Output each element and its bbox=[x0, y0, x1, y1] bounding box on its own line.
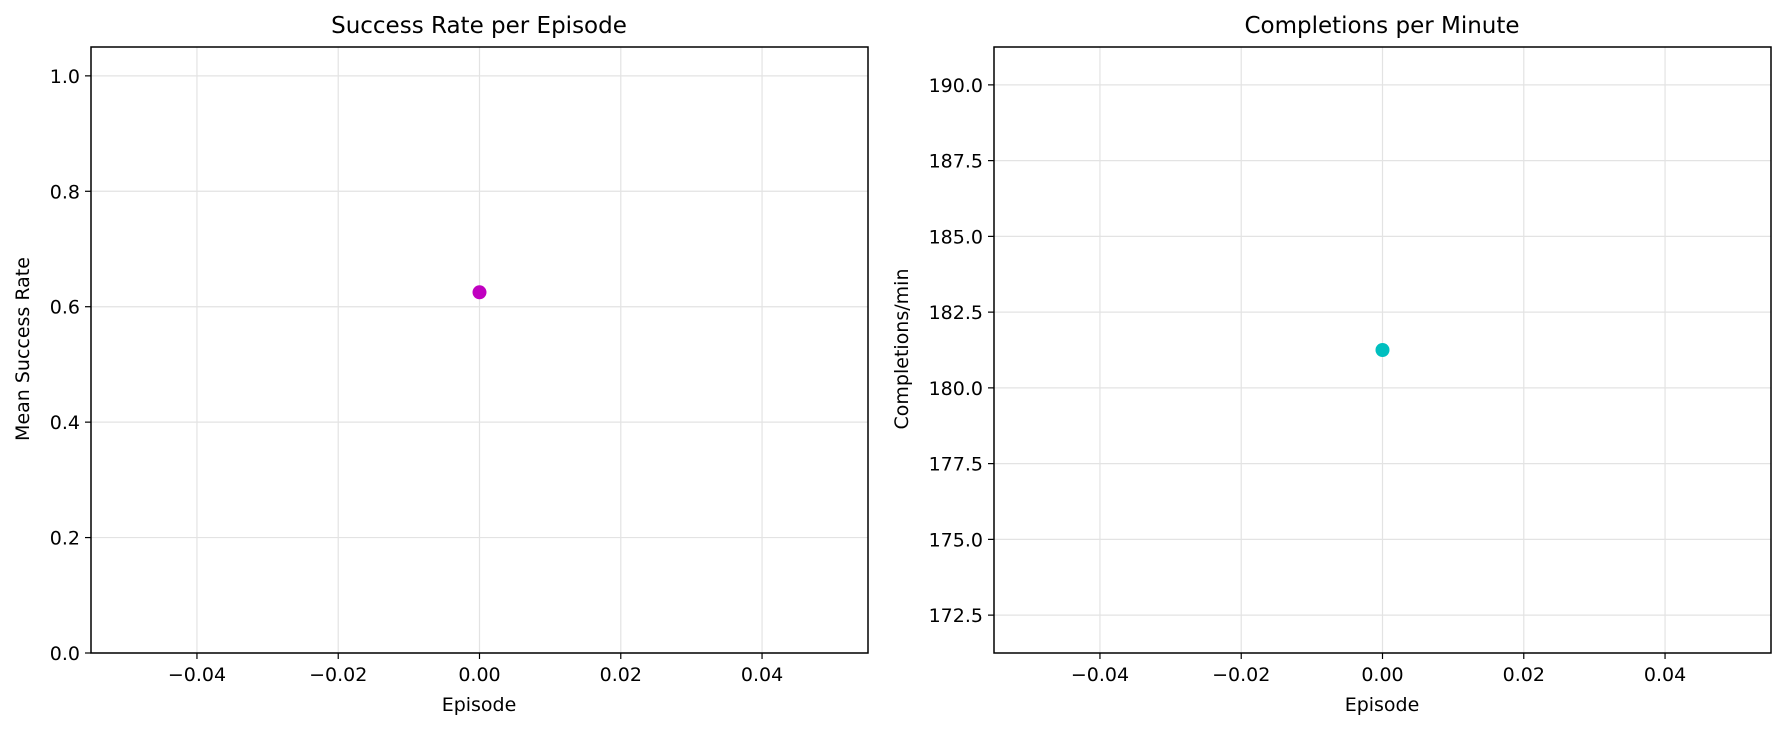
x-tick-label: 0.00 bbox=[458, 664, 500, 686]
y-tick-label: 180.0 bbox=[929, 378, 983, 400]
x-tick-label: −0.02 bbox=[309, 664, 367, 686]
x-tick-label: 0.04 bbox=[741, 664, 783, 686]
y-tick-label: 0.0 bbox=[50, 643, 80, 665]
x-tick-label: −0.04 bbox=[168, 664, 226, 686]
x-tick-label: 0.02 bbox=[1503, 664, 1545, 686]
y-tick-label: 172.5 bbox=[929, 605, 983, 627]
data-point bbox=[472, 285, 487, 300]
x-tick-label: −0.02 bbox=[1212, 664, 1270, 686]
y-tick-label: 182.5 bbox=[929, 302, 983, 324]
grid bbox=[994, 47, 1771, 653]
y-tick-label: 0.8 bbox=[50, 181, 80, 203]
data-point bbox=[1375, 343, 1390, 357]
y-tick-label: 0.2 bbox=[50, 528, 80, 550]
x-axis-label: Episode bbox=[442, 694, 517, 716]
y-tick-label: 187.5 bbox=[929, 151, 983, 173]
chart-title: Completions per Minute bbox=[1244, 13, 1519, 39]
grid bbox=[91, 47, 868, 654]
x-tick-label: 0.04 bbox=[1644, 664, 1686, 686]
y-tick-label: 0.4 bbox=[50, 412, 80, 434]
y-tick-label: 190.0 bbox=[929, 75, 983, 97]
y-tick-label: 1.0 bbox=[50, 66, 80, 88]
y-axis-label: Completions/min bbox=[891, 269, 913, 430]
x-tick-label: 0.02 bbox=[600, 664, 642, 686]
y-axis-label: Mean Success Rate bbox=[12, 257, 34, 441]
chart-title: Success Rate per Episode bbox=[331, 13, 627, 39]
y-tick-label: 185.0 bbox=[929, 226, 983, 248]
y-tick-label: 177.5 bbox=[929, 454, 983, 476]
y-tick-label: 175.0 bbox=[929, 529, 983, 551]
x-axis-label: Episode bbox=[1345, 694, 1420, 716]
x-tick-label: 0.00 bbox=[1361, 664, 1403, 686]
success-rate-chart: Success Rate per Episode Episode Mean Su… bbox=[12, 13, 869, 716]
y-tick-label: 0.6 bbox=[50, 297, 80, 319]
x-tick-label: −0.04 bbox=[1071, 664, 1129, 686]
completions-per-minute-chart: Completions per Minute Episode Completio… bbox=[891, 13, 1772, 716]
